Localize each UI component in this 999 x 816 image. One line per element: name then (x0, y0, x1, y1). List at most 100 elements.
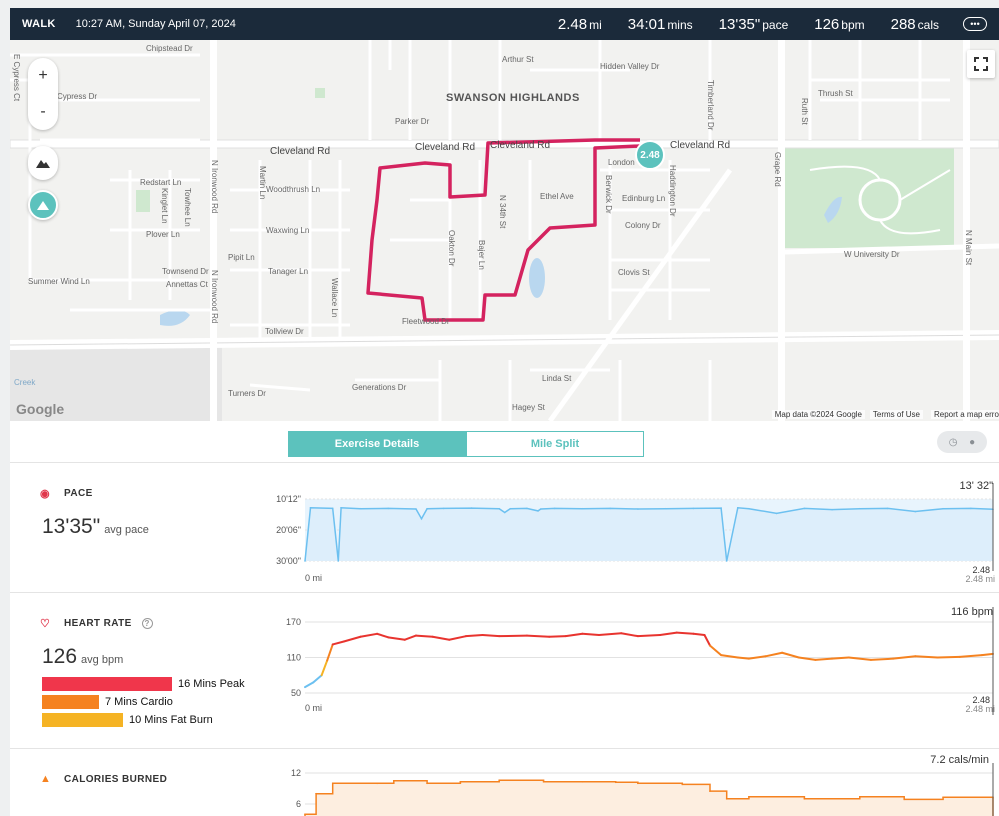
street-label: Fleetwood Dr (402, 317, 450, 326)
cal-point (581, 780, 584, 783)
pace-point (664, 507, 667, 510)
zoom-out-button[interactable]: - (40, 103, 46, 120)
street-label: Thrush St (818, 89, 853, 98)
hr-segment (481, 633, 501, 638)
hr-segment (914, 655, 939, 659)
ellipsis-icon[interactable]: ••• (963, 17, 987, 31)
university-drive (784, 243, 999, 255)
pace-point (725, 560, 728, 562)
cal-y-tick: 6 (296, 799, 301, 809)
route-end-marker[interactable]: 2.48 (635, 140, 665, 170)
heart-icon: ♡ (40, 618, 51, 630)
street-label: Linda St (542, 374, 572, 383)
street-label: Redstart Ln (140, 178, 182, 187)
toll-road-edge (10, 334, 999, 346)
minor-streets (10, 40, 950, 421)
pace-x-start: 0 mi (305, 573, 322, 583)
hr-segment (869, 657, 895, 661)
hr-cursor-label: 2.48 (972, 695, 990, 705)
street-label: Bajer Ln (477, 240, 486, 270)
cal-point (614, 781, 617, 784)
cal-point (376, 782, 378, 785)
street-label: Grape Rd (773, 152, 782, 187)
hr-segment (709, 644, 723, 657)
hr-segment (781, 651, 800, 659)
cal-point (331, 782, 334, 785)
cal-current-value: 7.2 cals/min (930, 754, 989, 766)
avg-pace: 13'35" avg pace (42, 515, 149, 539)
hr-segment (464, 633, 484, 638)
duration-stat: 34:01 mins (628, 16, 693, 33)
info-icon[interactable]: ? (141, 618, 153, 629)
pace-point (442, 507, 445, 510)
calories-chart[interactable]: 12 6 7.2 cals/min (10, 749, 999, 816)
hr-segment (636, 633, 662, 638)
pace-point (337, 560, 340, 562)
street-label: Edinburg Ln (622, 194, 666, 203)
hr-x-end: 2.48 mi (965, 704, 995, 714)
calories-title: ▲ CALORIES BURNED (40, 773, 167, 785)
cal-point (315, 792, 317, 795)
street-label: Hidden Valley Dr (600, 62, 660, 71)
cal-point (748, 795, 750, 798)
zoom-controls: + - (28, 58, 58, 130)
hr-segment (797, 656, 817, 661)
report-map-error-link[interactable]: Report a map error (931, 410, 999, 419)
avg-pace-value: 13'35" (42, 515, 101, 538)
tab-mile-split[interactable]: Mile Split (466, 431, 644, 457)
pace-point (387, 507, 390, 510)
street-label: Martin Ln (258, 166, 267, 200)
pace-point (609, 507, 611, 510)
pace-section: ◉ PACE 13'35" avg pace 10'12" 20'06" 30'00"… (10, 463, 999, 593)
street-label: Parker Dr (395, 117, 430, 126)
cal-point (459, 780, 462, 783)
pace-point (886, 507, 889, 510)
pace-y-tick: 30'00" (276, 556, 301, 566)
fullscreen-button[interactable] (967, 50, 995, 78)
satellite-button[interactable] (28, 190, 58, 220)
street-label: Generations Dr (352, 383, 407, 392)
avg-hr-label: avg bpm (81, 654, 124, 666)
neighborhood-label: SWANSON HIGHLANDS (446, 92, 580, 104)
calories-stat: 288 cals (891, 16, 939, 33)
pace-title: ◉ PACE (40, 487, 93, 500)
hr-segment (414, 634, 434, 638)
exercise-page: WALK 10:27 AM, Sunday April 07, 2024 2.4… (10, 8, 999, 816)
location-pin-icon[interactable]: ● (969, 436, 976, 448)
avg-hr-value: 126 (42, 645, 78, 668)
tab-exercise-details[interactable]: Exercise Details (288, 431, 466, 457)
clock-icon[interactable]: ◷ (948, 436, 958, 448)
zone-bar (42, 713, 123, 727)
map-base (10, 40, 999, 421)
duration-value: 34:01 (627, 15, 666, 33)
pace-point (553, 507, 556, 510)
duration-unit: mins (667, 17, 693, 32)
map-data-attribution: Map data ©2024 Google (771, 410, 865, 419)
zone-bar (42, 677, 172, 691)
pace-chart[interactable]: 10'12" 20'06" 30'00" 13' 32" 2.48 0 mi 2.48 mi (10, 463, 999, 593)
terms-link[interactable]: Terms of Use (869, 410, 923, 419)
hr-y-tick: 50 (291, 688, 301, 698)
pace-point (498, 507, 500, 510)
view-toggle[interactable]: ◷ ● (937, 431, 987, 453)
cal-point (392, 779, 395, 782)
pace-point (581, 507, 584, 510)
route-map[interactable]: Chipstead Dr Cypress Dr E Cypress Ct Art… (10, 40, 999, 421)
pace-area (305, 507, 993, 561)
pace-point (775, 512, 778, 515)
hr-segment (312, 674, 323, 684)
pond-west (160, 310, 190, 326)
zoom-in-button[interactable]: + (38, 67, 48, 84)
zone-label: 10 Mins Fat Burn (129, 714, 213, 726)
heart-rate-chart[interactable]: 170 110 50 116 bpm 2.48 0 mi 2.48 mi (10, 593, 999, 749)
cal-area (304, 779, 994, 816)
street-label: Summer Wind Ln (28, 277, 90, 286)
small-park (315, 88, 325, 98)
street-label: Annettas Ct (166, 280, 208, 289)
terrain-button[interactable] (28, 146, 58, 180)
cal-point (637, 782, 639, 785)
avg-heart-rate: 126 avg bpm (42, 645, 123, 669)
calories-title-text: CALORIES BURNED (64, 773, 168, 785)
diagonal-road (547, 168, 733, 421)
street-label: Ruth St (800, 98, 809, 125)
